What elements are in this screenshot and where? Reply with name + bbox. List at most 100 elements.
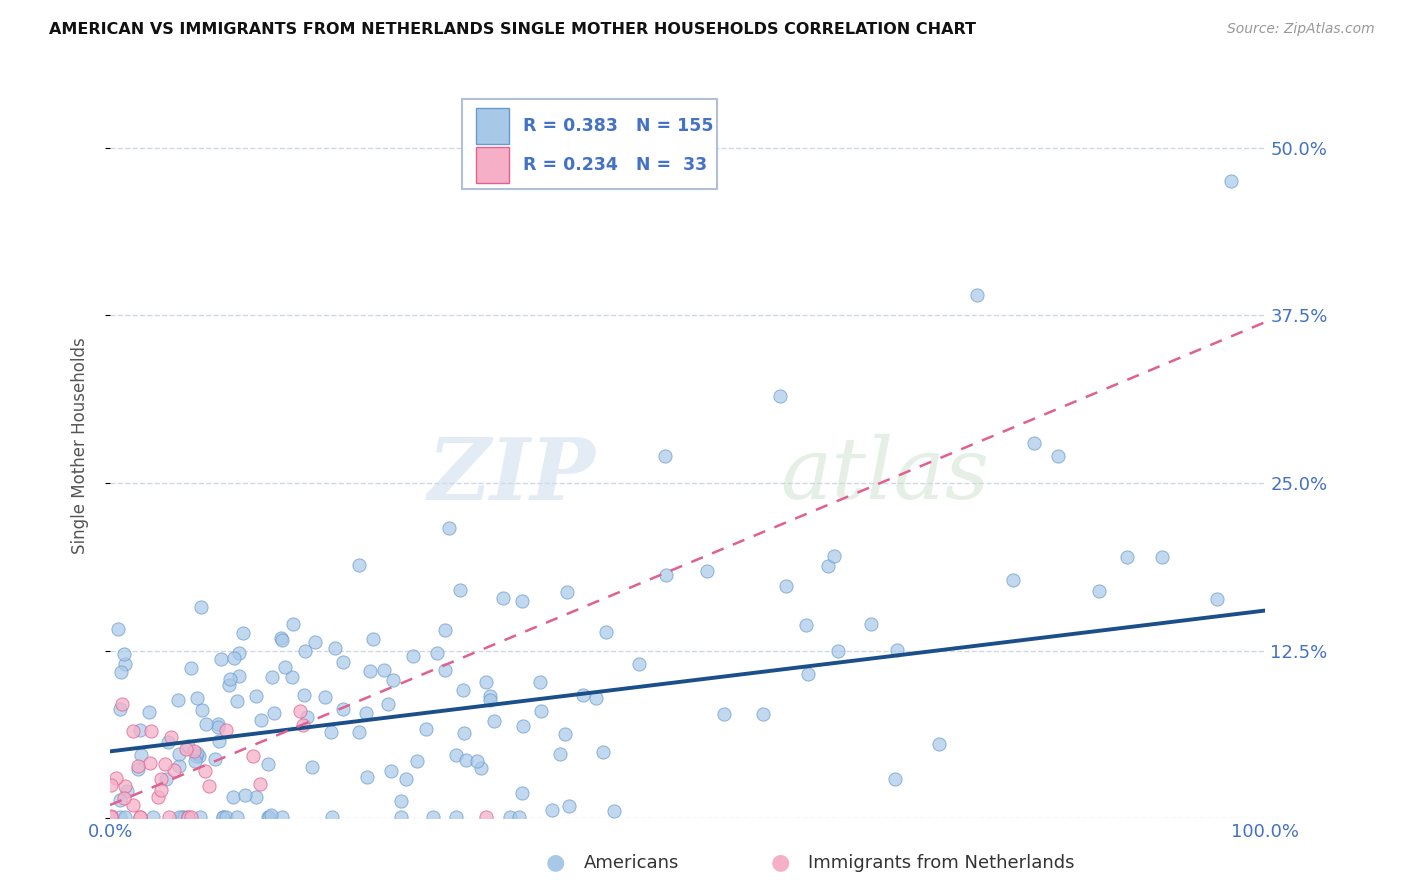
Point bbox=[281, 670, 304, 684]
Point bbox=[198, 779, 221, 793]
Point bbox=[187, 749, 209, 764]
Point bbox=[114, 657, 136, 671]
Point bbox=[110, 793, 132, 807]
Point bbox=[402, 648, 425, 663]
Point bbox=[433, 623, 456, 637]
Point bbox=[512, 719, 534, 733]
Point bbox=[508, 810, 530, 824]
Point bbox=[595, 625, 617, 640]
Point bbox=[242, 748, 264, 763]
Point bbox=[110, 665, 132, 679]
Point bbox=[257, 810, 280, 824]
Point bbox=[167, 759, 190, 773]
Point bbox=[592, 745, 614, 759]
Point bbox=[208, 733, 231, 747]
Point bbox=[107, 622, 129, 636]
Point bbox=[114, 810, 136, 824]
Point bbox=[204, 751, 226, 765]
Point bbox=[292, 688, 315, 702]
Point bbox=[281, 616, 304, 631]
Point bbox=[190, 703, 212, 717]
Point bbox=[156, 735, 179, 749]
Text: Source: ZipAtlas.com: Source: ZipAtlas.com bbox=[1227, 22, 1375, 37]
Point bbox=[226, 810, 249, 824]
Point bbox=[288, 704, 311, 718]
Point bbox=[797, 667, 820, 681]
Point bbox=[160, 731, 183, 745]
Point bbox=[555, 585, 578, 599]
Point bbox=[827, 643, 849, 657]
Point bbox=[115, 783, 138, 797]
Point bbox=[654, 568, 676, 582]
Point bbox=[159, 810, 181, 824]
Point bbox=[186, 746, 208, 760]
Point bbox=[232, 626, 254, 640]
Point bbox=[304, 635, 326, 649]
Point bbox=[121, 797, 143, 812]
Point bbox=[529, 675, 551, 690]
Point bbox=[319, 724, 342, 739]
Point bbox=[541, 803, 564, 817]
Point bbox=[451, 683, 474, 698]
Text: ●: ● bbox=[546, 853, 565, 872]
Point bbox=[153, 757, 176, 772]
Point bbox=[332, 656, 354, 670]
Point bbox=[127, 759, 149, 773]
Point bbox=[129, 748, 152, 763]
Point bbox=[195, 717, 218, 731]
Point bbox=[111, 698, 134, 712]
Point bbox=[454, 753, 477, 767]
Point bbox=[180, 810, 202, 824]
Point bbox=[141, 723, 163, 738]
Point bbox=[405, 754, 427, 768]
Point bbox=[170, 810, 193, 824]
Point bbox=[271, 632, 294, 647]
Point bbox=[260, 808, 283, 822]
Text: AMERICAN VS IMMIGRANTS FROM NETHERLANDS SINGLE MOTHER HOUSEHOLDS CORRELATION CHA: AMERICAN VS IMMIGRANTS FROM NETHERLANDS … bbox=[49, 22, 976, 37]
Point bbox=[434, 663, 457, 677]
Point bbox=[1206, 591, 1229, 606]
Point bbox=[211, 810, 233, 824]
Point bbox=[475, 674, 498, 689]
Point bbox=[297, 710, 319, 724]
Point bbox=[883, 772, 905, 786]
Point bbox=[557, 798, 579, 813]
Point bbox=[177, 739, 200, 753]
Point bbox=[554, 727, 576, 741]
Point bbox=[415, 722, 437, 736]
Point bbox=[139, 756, 162, 771]
Point bbox=[218, 678, 240, 692]
Point bbox=[301, 760, 323, 774]
Point bbox=[294, 644, 316, 658]
Point bbox=[713, 707, 735, 722]
Point bbox=[347, 558, 370, 573]
Point bbox=[886, 643, 908, 657]
Point bbox=[180, 660, 202, 674]
Point bbox=[422, 810, 444, 824]
Point bbox=[110, 702, 132, 716]
Point bbox=[377, 698, 399, 712]
Point bbox=[215, 810, 238, 824]
Point bbox=[188, 810, 211, 824]
Point bbox=[389, 794, 412, 808]
Point bbox=[128, 810, 150, 824]
Point bbox=[155, 772, 177, 786]
Bar bbox=[477, 108, 509, 144]
Point bbox=[603, 804, 626, 818]
Point bbox=[332, 702, 354, 716]
Point bbox=[752, 706, 775, 721]
Point bbox=[122, 724, 145, 739]
Point bbox=[347, 724, 370, 739]
Point bbox=[1024, 435, 1046, 450]
Point bbox=[928, 737, 950, 751]
Point bbox=[512, 786, 534, 800]
Point bbox=[148, 790, 170, 805]
Point bbox=[446, 747, 468, 762]
Point bbox=[163, 763, 186, 777]
Point bbox=[110, 810, 132, 824]
Point bbox=[696, 564, 718, 578]
Point bbox=[380, 764, 402, 778]
Text: atlas: atlas bbox=[780, 434, 990, 516]
Point bbox=[354, 706, 377, 721]
Point bbox=[510, 594, 533, 608]
